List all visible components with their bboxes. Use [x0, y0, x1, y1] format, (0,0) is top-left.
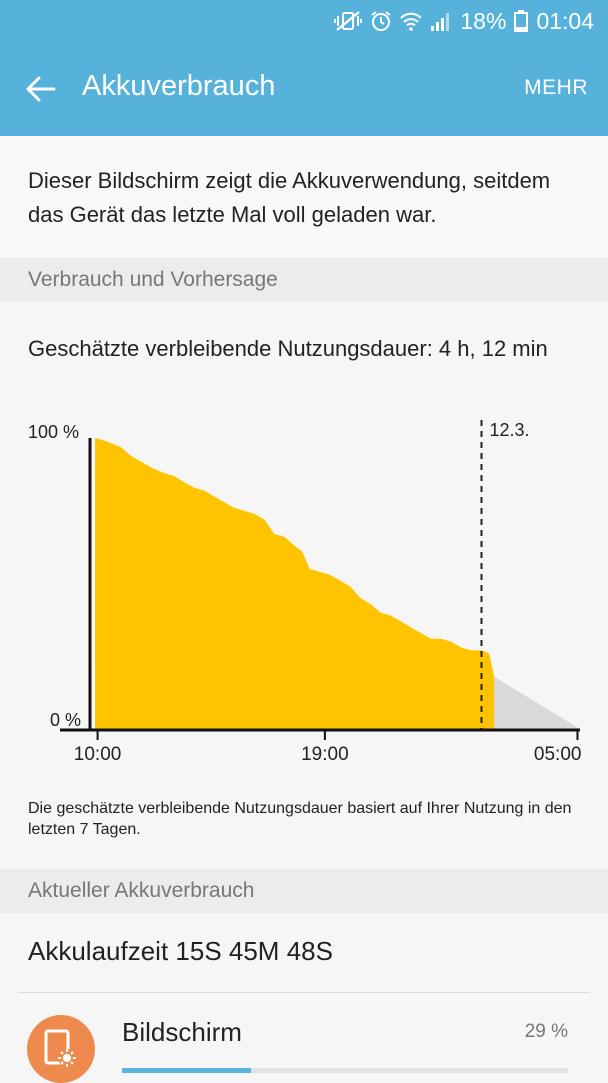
section-header-usage: Verbrauch und Vorhersage: [0, 258, 608, 302]
alarm-icon: [370, 10, 392, 32]
battery-chart: 100 % 0 % 12.3. 10:00 19:00 05:00: [0, 400, 608, 780]
section-header-current: Aktueller Akkuverbrauch: [0, 869, 608, 913]
forecast-area: [494, 676, 580, 729]
intro-section: Dieser Bildschirm zeigt die Akkuverwendu…: [0, 136, 608, 258]
wifi-icon: [400, 11, 423, 31]
chart-footnote: Die geschätzte verbleibende Nutzungsdaue…: [28, 800, 572, 838]
battery-runtime: Akkulaufzeit 15S 45M 48S: [28, 936, 333, 966]
back-button[interactable]: [18, 66, 64, 112]
status-bar: 18% 01:04: [0, 0, 608, 42]
vibrate-mute-icon: [334, 10, 363, 32]
divider: [18, 992, 590, 993]
usage-bar-fill: [122, 1068, 252, 1073]
screen-brightness-icon: [27, 1015, 95, 1083]
battery-percent: 18%: [460, 7, 507, 34]
intro-text: Dieser Bildschirm zeigt die Akkuverwendu…: [28, 168, 551, 227]
x-tick-label: 19:00: [301, 744, 349, 765]
day-marker-label: 12.3.: [489, 420, 529, 440]
estimated-remaining-time: Geschätzte verbleibende Nutzungsdauer: 4…: [28, 336, 548, 361]
status-icons: 18% 01:04: [334, 6, 594, 36]
app-percent: 29 %: [524, 1021, 568, 1042]
x-axis-ticks: 10:00 19:00 05:00: [74, 730, 582, 765]
actual-usage-area: [95, 438, 495, 729]
battery-chart-svg: 100 % 0 % 12.3. 10:00 19:00 05:00: [28, 420, 582, 765]
page-title: Akkuverbrauch: [82, 70, 276, 102]
y-axis-label-top: 100 %: [28, 422, 79, 442]
x-tick-label: 05:00: [534, 744, 582, 765]
battery-icon: [514, 10, 529, 32]
y-axis-label-bottom: 0 %: [50, 710, 81, 730]
status-time: 01:04: [536, 7, 594, 34]
section-header-current-label: Aktueller Akkuverbrauch: [28, 879, 255, 902]
app-name: Bildschirm: [122, 1017, 242, 1047]
arrow-left-icon: [26, 76, 56, 102]
x-tick-label: 10:00: [74, 744, 122, 765]
app-bar: Akkuverbrauch MEHR: [0, 42, 608, 136]
section-header-usage-label: Verbrauch und Vorhersage: [28, 268, 278, 291]
app-usage-row[interactable]: Bildschirm 29 %: [0, 993, 608, 1083]
usage-bar-track: [122, 1068, 568, 1073]
cell-signal-icon: [430, 11, 452, 31]
more-button[interactable]: MEHR: [524, 76, 588, 99]
